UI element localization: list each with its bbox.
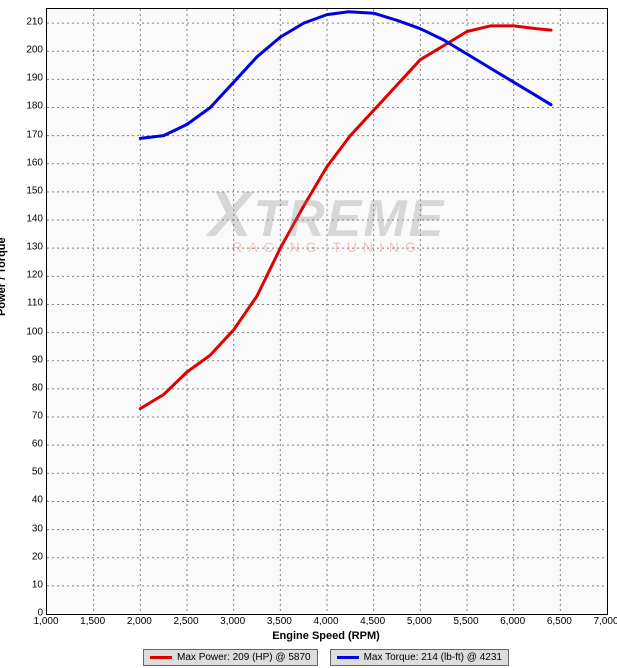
legend-label-torque: Max Torque: 214 (lb-ft) @ 4231 (364, 652, 502, 663)
legend-item-power: Max Power: 209 (HP) @ 5870 (143, 649, 318, 666)
series-power (140, 26, 551, 409)
x-tick: 6,000 (500, 616, 525, 627)
series-torque (140, 12, 551, 139)
x-tick: 1,500 (80, 616, 105, 627)
x-axis-label: Engine Speed (RPM) (46, 630, 606, 642)
x-tick: 6,500 (547, 616, 572, 627)
x-tick: 3,500 (267, 616, 292, 627)
y-tick: 140 (13, 214, 43, 225)
y-tick: 120 (13, 270, 43, 281)
y-tick: 180 (13, 101, 43, 112)
x-tick: 5,500 (453, 616, 478, 627)
x-tick: 5,000 (407, 616, 432, 627)
legend-swatch-torque (337, 656, 359, 659)
y-tick: 160 (13, 157, 43, 168)
y-tick: 110 (13, 298, 43, 309)
chart-svg (47, 9, 607, 614)
legend: Max Power: 209 (HP) @ 5870 Max Torque: 2… (46, 649, 606, 666)
x-tick: 4,000 (313, 616, 338, 627)
y-tick: 30 (13, 523, 43, 534)
y-tick: 40 (13, 495, 43, 506)
y-tick: 170 (13, 129, 43, 140)
y-tick: 150 (13, 185, 43, 196)
y-tick: 10 (13, 579, 43, 590)
y-tick: 100 (13, 326, 43, 337)
y-tick: 90 (13, 354, 43, 365)
legend-item-torque: Max Torque: 214 (lb-ft) @ 4231 (330, 649, 509, 666)
y-tick: 200 (13, 45, 43, 56)
y-tick: 130 (13, 242, 43, 253)
y-tick: 20 (13, 551, 43, 562)
y-tick: 60 (13, 439, 43, 450)
y-tick: 210 (13, 17, 43, 28)
y-tick: 70 (13, 411, 43, 422)
x-tick: 2,000 (127, 616, 152, 627)
y-tick: 80 (13, 382, 43, 393)
x-tick: 7,000 (593, 616, 617, 627)
y-tick: 190 (13, 73, 43, 84)
legend-label-power: Max Power: 209 (HP) @ 5870 (177, 652, 311, 663)
y-axis-label: Power / Torque (0, 237, 8, 316)
legend-swatch-power (150, 656, 172, 659)
dyno-chart-container: Power / Torque XXTREMETREME RACING TUNIN… (0, 0, 617, 668)
x-tick: 4,500 (360, 616, 385, 627)
x-tick: 1,000 (33, 616, 58, 627)
y-tick: 50 (13, 467, 43, 478)
chart-plot-area: XXTREMETREME RACING TUNING (46, 8, 608, 615)
x-tick: 3,000 (220, 616, 245, 627)
x-tick: 2,500 (173, 616, 198, 627)
